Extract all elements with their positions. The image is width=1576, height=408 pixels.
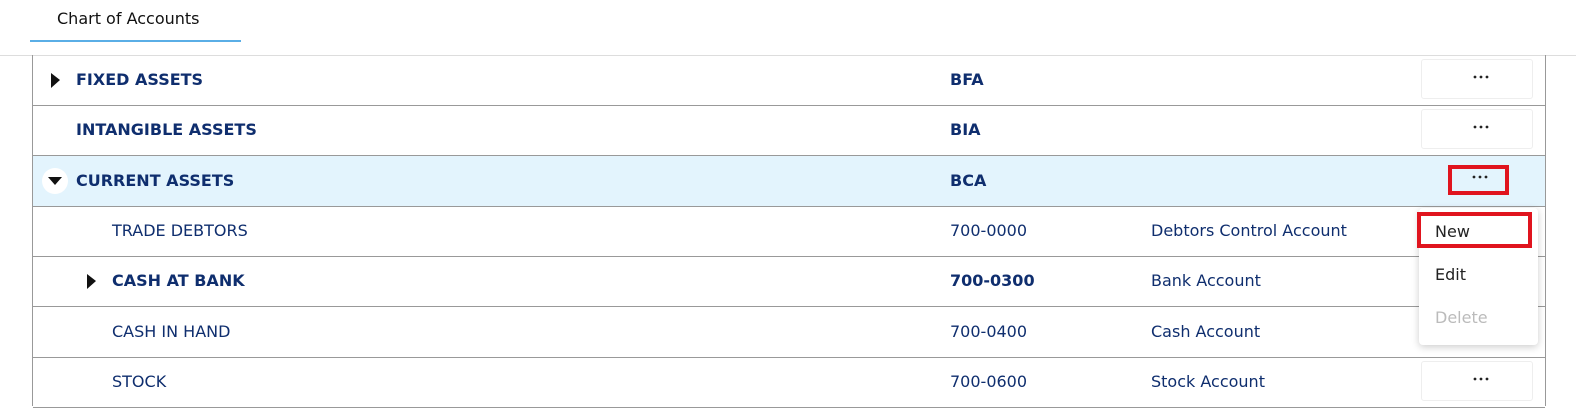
highlight-box (1448, 165, 1509, 195)
account-name: CURRENT ASSETS (76, 170, 235, 190)
menu-item: Delete (1435, 308, 1488, 327)
account-type: Debtors Control Account (1151, 220, 1347, 240)
context-menu: New Edit Delete (1417, 208, 1538, 345)
account-row[interactable]: CASH IN HAND 700-0400 Cash Account (33, 307, 1545, 358)
ellipsis-icon (1473, 377, 1489, 381)
account-name: TRADE DEBTORS (112, 220, 248, 240)
account-row[interactable]: INTANGIBLE ASSETS BIA (33, 105, 1545, 157)
account-code: 700-0400 (950, 321, 1028, 341)
account-row[interactable]: CASH AT BANK 700-0300 Bank Account (33, 256, 1545, 308)
account-code: 700-0300 (950, 271, 1035, 291)
account-row[interactable]: STOCK 700-0600 Stock Account (33, 357, 1545, 408)
ellipsis-icon (1473, 125, 1489, 129)
caret-icon (87, 274, 96, 290)
account-name: INTANGIBLE ASSETS (76, 120, 257, 140)
header-divider (0, 55, 1576, 56)
account-type: Bank Account (1151, 271, 1261, 291)
account-type: Cash Account (1151, 321, 1261, 341)
ellipsis-icon (1472, 175, 1488, 178)
account-name: STOCK (112, 371, 167, 391)
account-code: 700-0000 (950, 220, 1028, 240)
expand-toggle[interactable] (42, 167, 68, 194)
account-name: CASH IN HAND (112, 321, 231, 341)
more-button[interactable] (1421, 59, 1533, 99)
account-row[interactable]: FIXED ASSETS BFA (33, 55, 1545, 106)
account-code: BCA (950, 170, 987, 190)
account-row[interactable]: CURRENT ASSETS BCA (33, 155, 1545, 207)
menu-item[interactable]: New (1417, 212, 1532, 248)
account-name: FIXED ASSETS (76, 70, 204, 89)
expand-toggle[interactable] (78, 268, 104, 294)
account-code: 700-0600 (950, 371, 1028, 391)
more-button[interactable] (1421, 360, 1533, 401)
menu-item[interactable]: Edit (1435, 265, 1466, 284)
account-code: BFA (950, 70, 984, 89)
caret-icon (48, 176, 62, 185)
more-button[interactable] (1421, 109, 1533, 150)
account-name: CASH AT BANK (112, 271, 245, 291)
ellipsis-icon (1473, 75, 1489, 79)
caret-icon (51, 73, 60, 88)
more-button[interactable] (1421, 160, 1531, 198)
expand-toggle[interactable] (42, 67, 68, 93)
account-code: BIA (950, 120, 981, 140)
account-row[interactable]: TRADE DEBTORS 700-0000 Debtors Control Acc… (33, 206, 1545, 257)
accounts-table: FIXED ASSETS BFA INTANGIBLE ASSETS BIA CURRE… (32, 55, 1546, 408)
account-type: Stock Account (1151, 371, 1265, 391)
tab[interactable]: Chart of Accounts (30, 0, 241, 42)
